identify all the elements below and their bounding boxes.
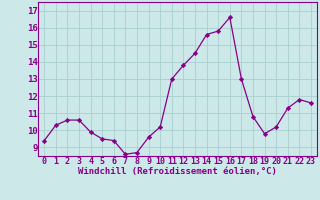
X-axis label: Windchill (Refroidissement éolien,°C): Windchill (Refroidissement éolien,°C) <box>78 167 277 176</box>
